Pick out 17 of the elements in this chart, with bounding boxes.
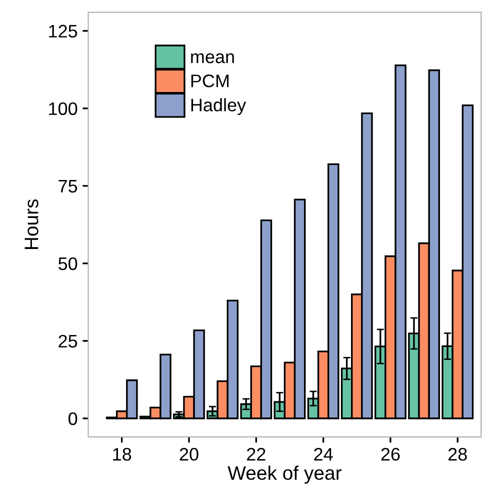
x-tick-label: 26 — [381, 448, 400, 461]
x-axis-title: Week of year — [228, 466, 342, 484]
legend-label: PCM — [191, 74, 229, 88]
legend-label: Hadley — [191, 98, 246, 115]
y-axis-title: Hours — [24, 199, 38, 249]
legend-label: mean — [191, 53, 234, 64]
y-tick-label: 125 — [49, 24, 78, 38]
y-tick-label: 75 — [58, 180, 78, 193]
y-tick-label: 25 — [58, 334, 78, 348]
x-tick-label: 28 — [448, 448, 467, 461]
x-tick-label: 22 — [247, 448, 266, 460]
y-tick-label: 0 — [68, 412, 78, 426]
x-tick-label: 18 — [113, 448, 132, 461]
x-tick-label: 20 — [180, 448, 198, 461]
y-tick-label: 50 — [58, 257, 78, 270]
x-tick-label: 24 — [314, 448, 333, 460]
y-tick-label: 100 — [49, 102, 78, 116]
